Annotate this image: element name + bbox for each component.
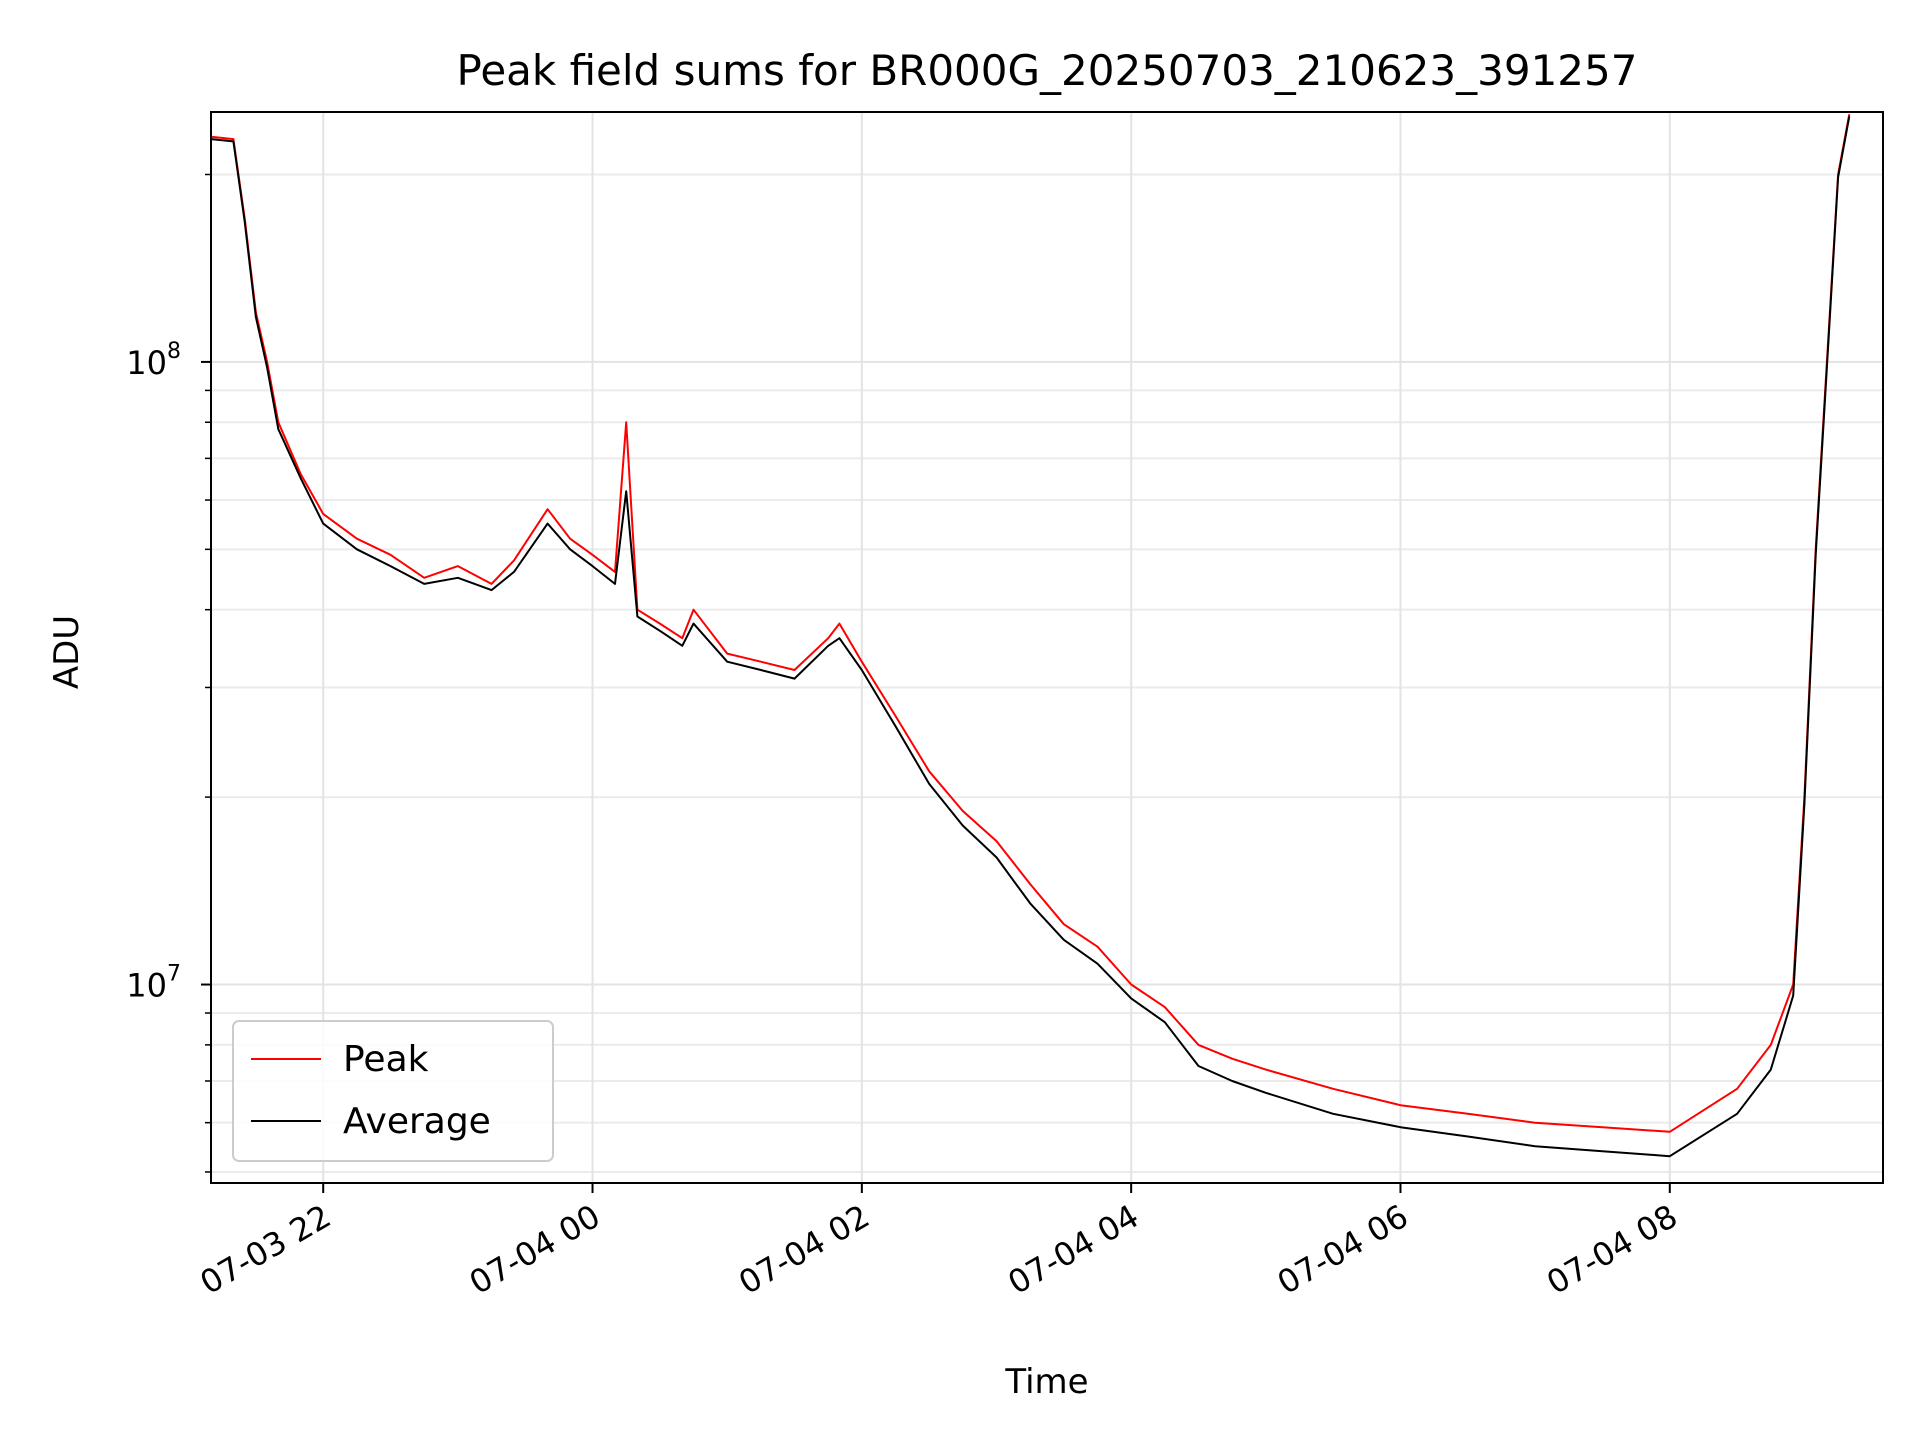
series-line-peak	[210, 114, 1851, 1133]
y-tick-exponent: 7	[167, 962, 181, 987]
y-axis-label: ADU	[47, 615, 87, 689]
legend-box	[232, 1020, 554, 1162]
y-tick-base: 10	[126, 967, 167, 1005]
y-tick-exponent: 8	[167, 339, 181, 364]
series-line-average	[210, 116, 1851, 1158]
legend-label: Average	[343, 1101, 491, 1142]
y-tick-label: 108	[126, 339, 181, 382]
legend-label: Peak	[343, 1039, 429, 1080]
y-tick-label: 107	[126, 962, 181, 1005]
chart-title: Peak field sums for BR000G_20250703_2106…	[457, 46, 1638, 95]
y-tick-base: 10	[126, 344, 167, 382]
x-axis-label: Time	[1004, 1362, 1088, 1402]
plot-frame	[210, 111, 1884, 1184]
series-layer	[210, 114, 1851, 1158]
legend: Peak Average	[232, 1020, 554, 1162]
